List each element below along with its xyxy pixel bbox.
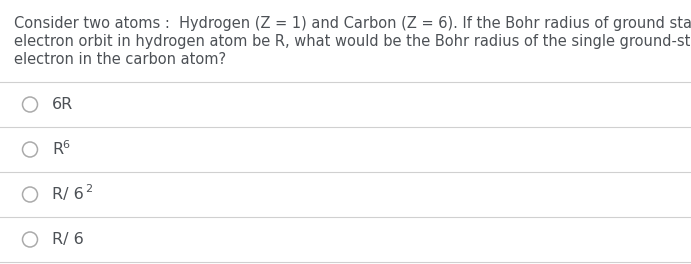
Text: R: R <box>52 142 63 157</box>
Text: 6R: 6R <box>52 97 73 112</box>
Text: Consider two atoms :  Hydrogen (Z = 1) and Carbon (Z = 6). If the Bohr radius of: Consider two atoms : Hydrogen (Z = 1) an… <box>14 16 691 31</box>
Text: electron in the carbon atom?: electron in the carbon atom? <box>14 52 226 67</box>
Text: R/ 6: R/ 6 <box>52 232 84 247</box>
Text: 2: 2 <box>85 185 92 195</box>
Text: electron orbit in hydrogen atom be R, what would be the Bohr radius of the singl: electron orbit in hydrogen atom be R, wh… <box>14 34 691 49</box>
Text: R/ 6: R/ 6 <box>52 187 84 202</box>
Text: 6: 6 <box>62 139 69 149</box>
